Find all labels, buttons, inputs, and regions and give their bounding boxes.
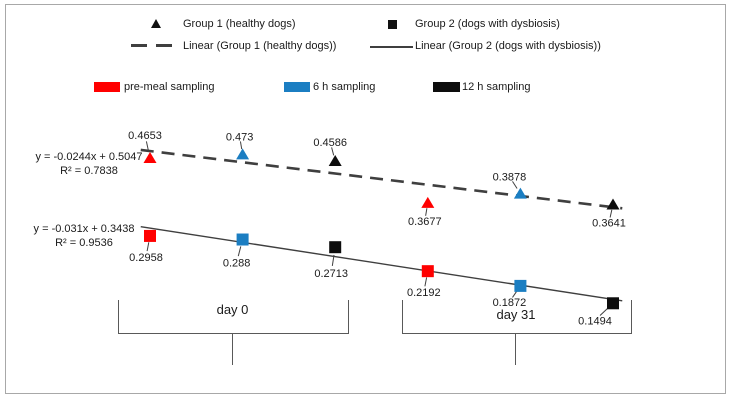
label-leader-line xyxy=(425,208,428,216)
label-leader-line xyxy=(424,277,428,287)
point-value-label: 0.4586 xyxy=(313,137,347,149)
legend-linear-group2-label: Linear (Group 2 (dogs with dysbiosis)) xyxy=(415,40,601,52)
triangle-marker xyxy=(328,155,342,167)
label-leader-line xyxy=(146,242,150,252)
point-value-label: 0.1494 xyxy=(578,315,612,327)
point-value-label: 0.2713 xyxy=(314,268,348,280)
square-marker xyxy=(236,233,249,246)
point-value-label: 0.4653 xyxy=(128,130,162,142)
triangle-marker xyxy=(421,196,435,208)
point-value-label: 0.288 xyxy=(223,258,251,270)
point-value-label: 0.3641 xyxy=(592,218,626,230)
point-value-label: 0.2958 xyxy=(129,252,163,264)
premeal-color-swatch xyxy=(94,82,120,92)
day0-axis-label: day 0 xyxy=(216,302,249,317)
label-leader-line xyxy=(331,147,335,156)
triangle-marker xyxy=(236,148,250,160)
sixhour-sampling-label: 6 h sampling xyxy=(313,81,376,93)
day0-bracket-stem xyxy=(232,333,233,365)
day31-axis-label: day 31 xyxy=(496,307,536,322)
square-marker xyxy=(144,229,156,242)
chart-border xyxy=(5,4,726,394)
legend-group2-label: Group 2 (dogs with dysbiosis) xyxy=(415,18,560,30)
legend-dashed-line-icon xyxy=(131,44,177,47)
group1-r-squared: R² = 0.7838 xyxy=(60,165,118,177)
point-value-label: 0.1872 xyxy=(493,297,527,309)
day0-bracket xyxy=(118,300,349,334)
premeal-sampling-label: pre-meal sampling xyxy=(124,81,215,93)
twelvehour-color-swatch xyxy=(433,82,460,92)
group2-r-squared: R² = 0.9536 xyxy=(55,237,113,249)
group1-equation: y = -0.0244x + 0.5047 xyxy=(35,151,143,163)
label-leader-line xyxy=(512,181,518,189)
group2-equation-block: y = -0.031x + 0.3438 R² = 0.9536 xyxy=(23,222,145,250)
label-leader-line xyxy=(237,246,242,257)
triangle-marker xyxy=(513,187,527,199)
label-leader-line xyxy=(599,308,608,316)
legend-group1-label: Group 1 (healthy dogs) xyxy=(183,18,296,30)
point-value-label: 0.2192 xyxy=(407,287,441,299)
square-marker xyxy=(607,297,619,310)
triangle-marker xyxy=(606,198,620,210)
point-value-label: 0.473 xyxy=(226,131,254,143)
legend-linear-group1-label: Linear (Group 1 (healthy dogs)) xyxy=(183,40,337,52)
point-value-label: 0.3677 xyxy=(408,216,442,228)
trendline-solid xyxy=(140,225,623,302)
legend-solid-line-icon xyxy=(370,46,413,48)
group2-equation: y = -0.031x + 0.3438 xyxy=(33,223,135,235)
label-leader-line xyxy=(145,141,149,152)
label-leader-line xyxy=(609,209,613,218)
legend-triangle-icon xyxy=(151,19,161,28)
square-marker xyxy=(421,265,434,278)
point-value-label: 0.3878 xyxy=(493,172,527,184)
legend-square-icon xyxy=(388,20,397,29)
square-marker xyxy=(514,279,527,292)
day31-bracket-stem xyxy=(515,333,516,365)
square-marker xyxy=(329,241,342,254)
label-leader-line xyxy=(331,254,335,266)
group1-equation-block: y = -0.0244x + 0.5047 R² = 0.7838 xyxy=(28,150,150,178)
day31-bracket xyxy=(402,300,632,334)
label-leader-line xyxy=(239,141,243,150)
sixhour-color-swatch xyxy=(284,82,310,92)
triangle-marker xyxy=(143,151,157,163)
twelvehour-sampling-label: 12 h sampling xyxy=(462,81,531,93)
trendline-dashed xyxy=(140,148,623,210)
